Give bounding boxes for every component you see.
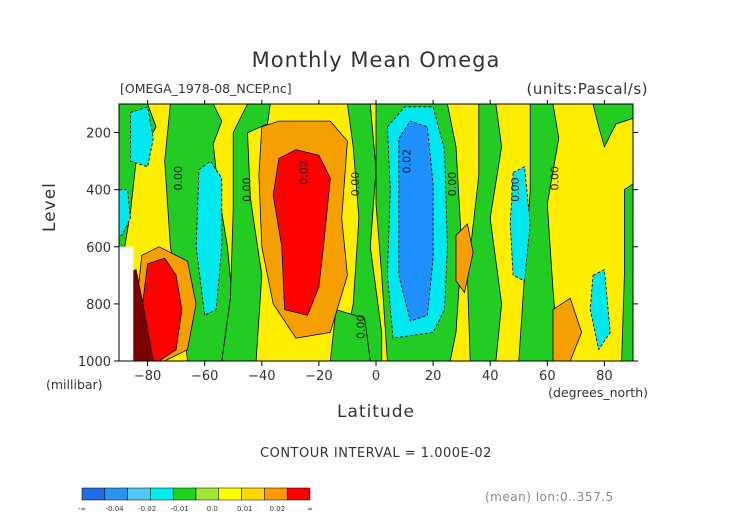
region-green [329, 309, 371, 361]
x-tick-label: −80 [134, 369, 161, 384]
contour-label: 0.00 [349, 172, 362, 197]
colorbar-swatch [127, 487, 151, 501]
colorbar-swatch [218, 487, 242, 501]
x-tick-label: −40 [248, 369, 275, 384]
region-green [621, 183, 633, 361]
x-tick-label: 40 [482, 369, 499, 384]
y-axis-ticks: 200 400 600 800 1000 [78, 127, 638, 370]
x-axis-label: Latitude [337, 402, 415, 422]
contour-label: 0.00 [446, 172, 459, 197]
region-green [341, 104, 383, 361]
colorbar-swatch [172, 487, 197, 501]
colorbar-label: 0.02 [270, 505, 286, 513]
y-tick-label: 800 [86, 298, 111, 313]
colorbar-label: -0.01 [171, 505, 189, 513]
file-label: [OMEGA_1978-08_NCEP.nc] [120, 81, 292, 96]
colorbar-swatch [195, 487, 220, 501]
colorbar-swatch [81, 487, 106, 501]
x-tick-label: 80 [596, 369, 613, 384]
colorbar-swatch [286, 487, 311, 501]
region-cyan [119, 189, 131, 236]
x-axis-ticks: −80 −60 −40 −20 0 20 40 60 80 [134, 100, 613, 384]
region-red [272, 149, 331, 316]
contour-label: 0.00 [549, 166, 562, 191]
y-axis-units: (millibar) [46, 377, 103, 392]
missing-data-region [119, 246, 134, 361]
contour-label: 0.00 [240, 177, 253, 202]
y-tick-label: 1000 [78, 355, 111, 370]
colorbar-label: -0.02 [138, 505, 156, 513]
units-label: (units:Pascal/s) [526, 80, 648, 98]
contour-label: 0.00 [509, 177, 522, 202]
colorbar-label: 0.01 [237, 505, 253, 513]
mean-note: (mean) lon:0..357.5 [485, 490, 614, 504]
plot-area [119, 104, 633, 361]
colorbar-label: -∞ [78, 505, 86, 513]
colorbar-label: ∞ [307, 505, 313, 513]
region-orange [455, 223, 474, 294]
x-tick-label: 60 [539, 369, 556, 384]
x-axis-units: (degrees_north) [548, 385, 648, 400]
colorbar-swatch [150, 487, 174, 501]
x-tick-label: −60 [191, 369, 218, 384]
contour-interval-note: CONTOUR INTERVAL = 1.000E-02 [260, 446, 492, 461]
x-tick-label: 0 [372, 369, 380, 384]
colorbar-swatch [104, 487, 128, 501]
region-cyan [589, 268, 611, 351]
region-green [592, 104, 633, 148]
x-tick-label: −20 [305, 369, 332, 384]
y-tick-label: 400 [86, 184, 111, 199]
y-tick-label: 600 [86, 241, 111, 256]
region-cyan [195, 160, 223, 316]
contour-labels: 0.00 0.00 0.02 0.00 0.02 0.00 0.00 0.00 0.00 [172, 149, 562, 339]
region-green [221, 104, 271, 361]
region-orange [552, 297, 583, 361]
colorbar: -∞ -0.04 -0.02 -0.01 0.0 0.01 0.02 ∞ [78, 487, 313, 513]
colorbar-swatch [264, 487, 288, 501]
chart-title: Monthly Mean Omega [251, 48, 501, 72]
contour-label: 0.00 [172, 166, 185, 191]
contour-label: 0.02 [297, 160, 310, 185]
colorbar-swatch [241, 487, 265, 501]
colorbar-label: -0.04 [106, 505, 125, 513]
region-cyan [130, 106, 154, 168]
y-tick-label: 200 [86, 127, 111, 142]
contour-label: 0.00 [355, 314, 368, 339]
region-cyan [509, 166, 531, 282]
region-green [466, 104, 503, 361]
x-tick-label: 20 [425, 369, 442, 384]
colorbar-label: 0.0 [207, 505, 218, 513]
contour-label: 0.02 [400, 149, 413, 174]
region-blue [398, 120, 434, 322]
